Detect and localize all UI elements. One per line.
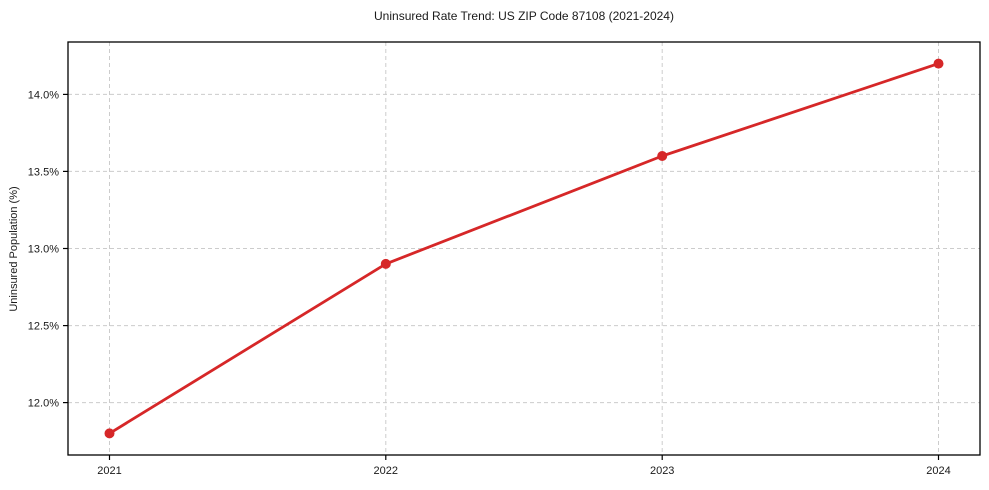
- data-point-marker: [380, 258, 391, 269]
- y-tick-label: 13.0%: [28, 244, 59, 256]
- y-axis-label: Uninsured Population (%): [8, 186, 20, 312]
- x-tick-label: 2023: [650, 465, 674, 477]
- data-point-marker: [933, 58, 944, 69]
- chart-title: Uninsured Rate Trend: US ZIP Code 87108 …: [374, 9, 674, 23]
- x-tick-label: 2024: [926, 465, 950, 477]
- y-tick-label: 12.5%: [28, 321, 59, 333]
- y-tick-label: 12.0%: [28, 398, 59, 410]
- trend-line: [108, 62, 940, 435]
- y-tick-label: 14.0%: [28, 89, 59, 101]
- x-tick-label: 2022: [374, 465, 398, 477]
- data-point-marker: [657, 151, 668, 161]
- data-point-marker: [104, 428, 115, 439]
- y-tick-label: 13.5%: [28, 166, 59, 178]
- plot-border: [67, 41, 981, 456]
- x-tick-label: 2021: [97, 465, 121, 477]
